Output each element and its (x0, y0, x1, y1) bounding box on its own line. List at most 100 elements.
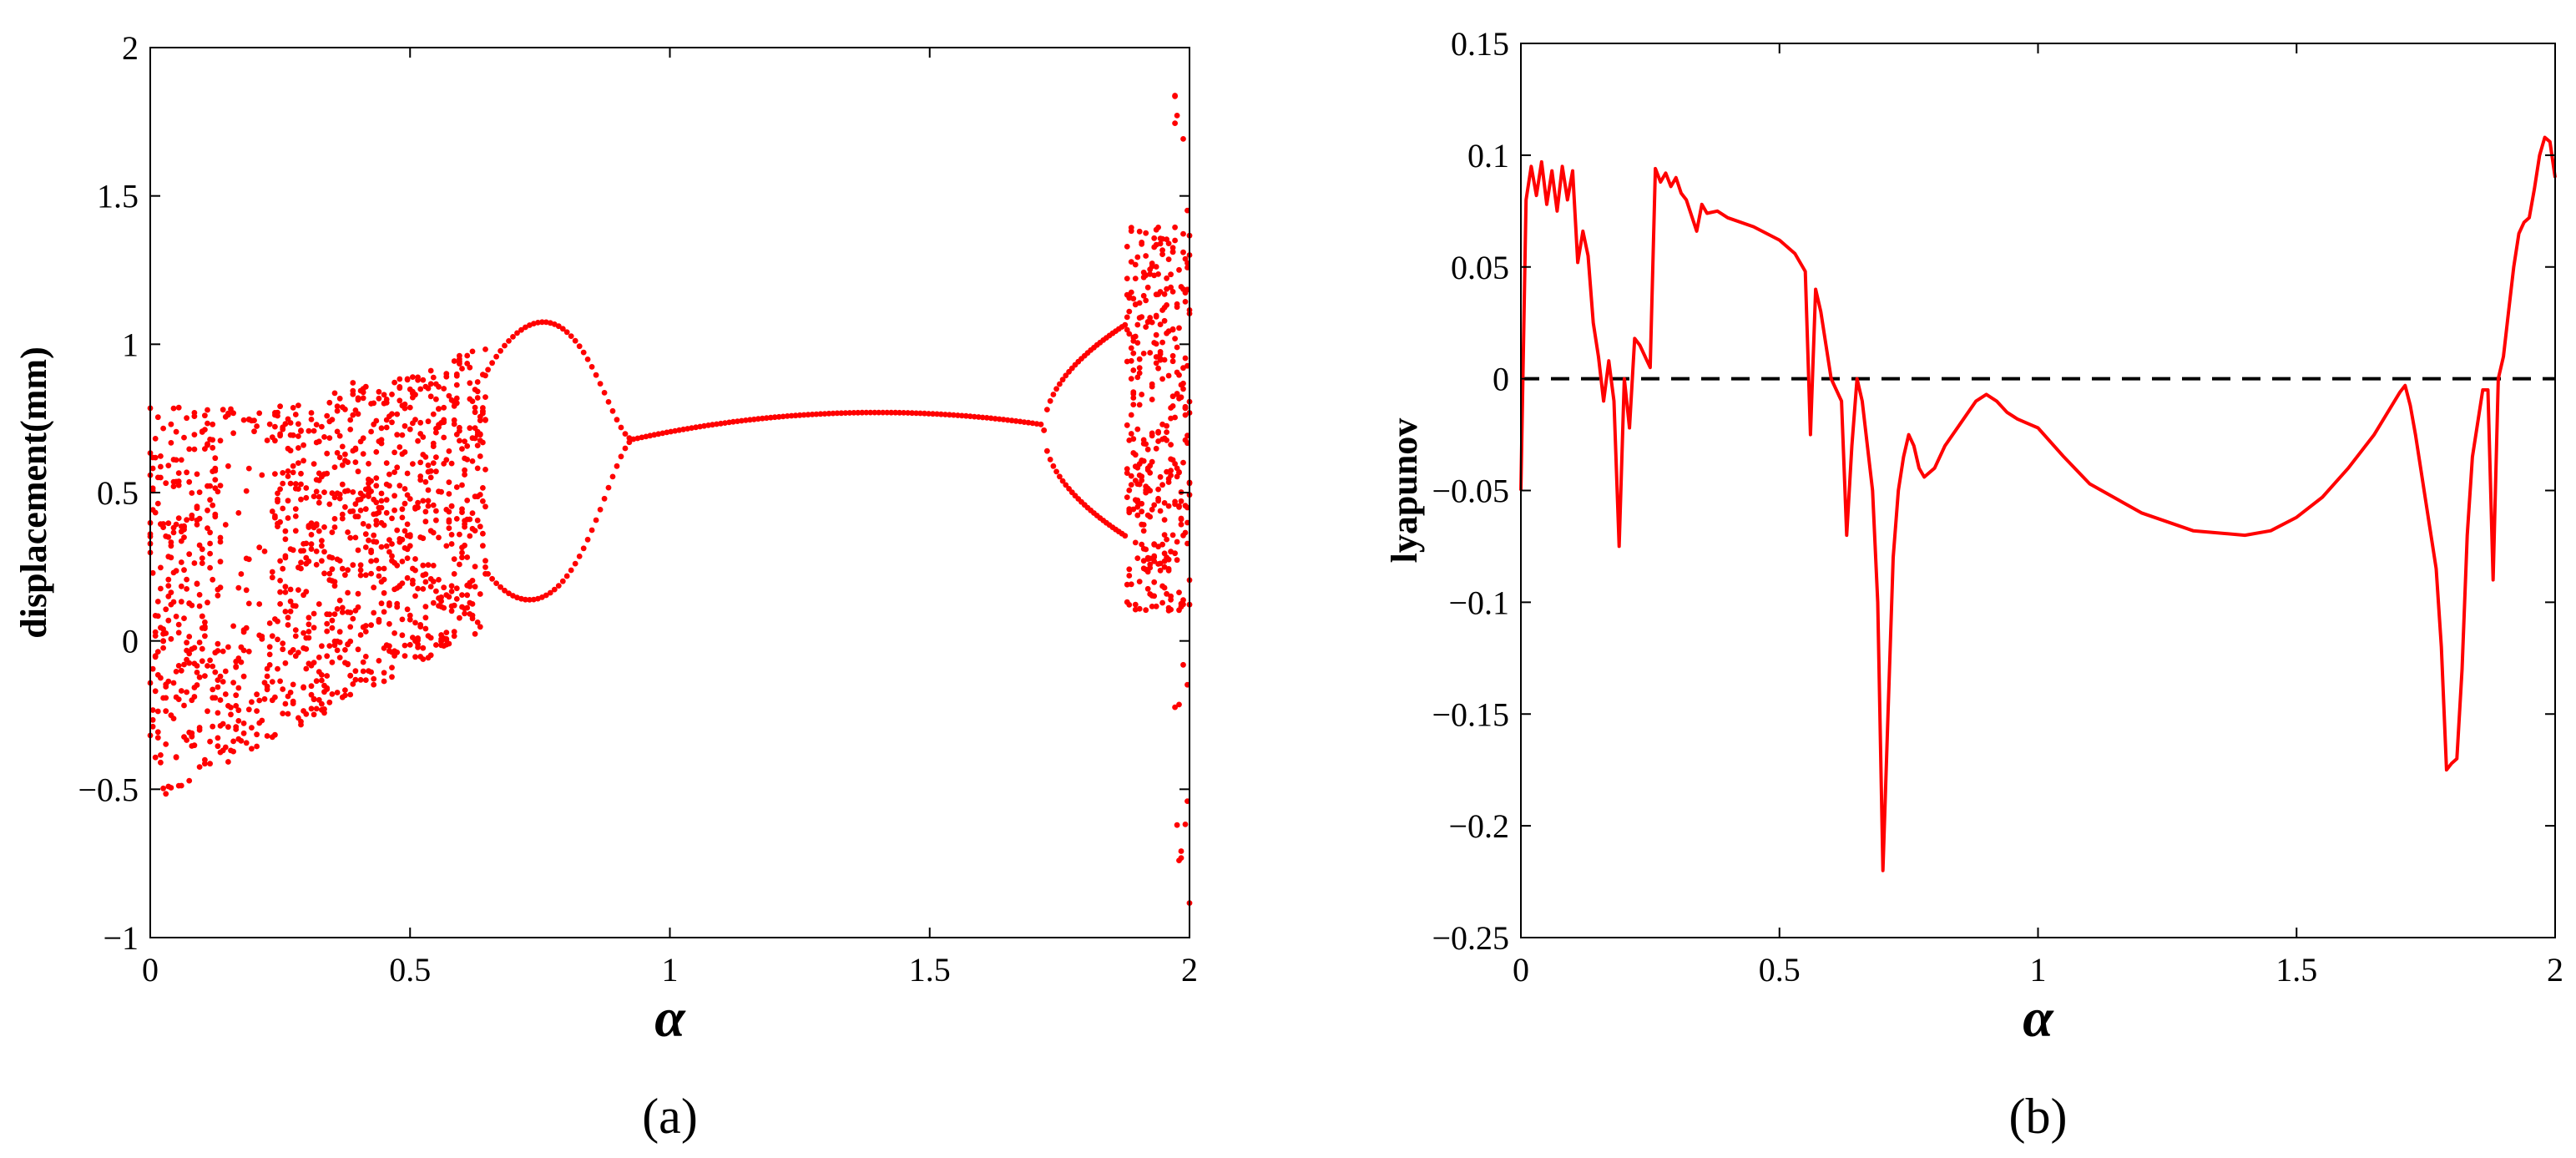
scatter-point (215, 592, 221, 599)
scatter-point (220, 648, 226, 655)
scatter-point (350, 380, 356, 386)
scatter-point (1172, 704, 1178, 710)
y-tick-label: 1 (122, 326, 139, 363)
scatter-point (1144, 446, 1151, 453)
scatter-point (339, 609, 346, 615)
scatter-point (381, 609, 387, 615)
scatter-point (383, 399, 390, 406)
scatter-point (308, 691, 315, 698)
scatter-point (433, 508, 439, 514)
scatter-point (311, 427, 317, 434)
scatter-point (897, 409, 902, 416)
scatter-point (1155, 498, 1161, 504)
scatter-point (402, 449, 408, 455)
scatter-point (1130, 350, 1137, 357)
scatter-point (559, 326, 566, 332)
scatter-point (154, 729, 161, 736)
scatter-point (412, 593, 418, 599)
scatter-point (404, 555, 411, 561)
scatter-point (407, 641, 413, 648)
scatter-point (1159, 376, 1165, 382)
scatter-point (394, 464, 401, 471)
scatter-point (480, 543, 486, 549)
y-tick-label: 0.05 (1451, 249, 1509, 286)
scatter-point (1180, 136, 1186, 142)
x-tick-label: 2 (2547, 951, 2563, 989)
scatter-point (194, 522, 200, 528)
scatter-point (1169, 358, 1176, 365)
scatter-point (867, 409, 874, 416)
scatter-point (433, 517, 439, 523)
scatter-point (215, 743, 221, 750)
scatter-point (420, 586, 427, 592)
scatter-point (1164, 590, 1169, 597)
scatter-point (282, 609, 289, 614)
scatter-point (451, 629, 457, 635)
scatter-point (254, 731, 260, 738)
scatter-point (1180, 386, 1186, 392)
scatter-point (205, 420, 210, 427)
scatter-point (243, 488, 250, 494)
scatter-point (196, 603, 203, 609)
scatter-point (1140, 528, 1147, 534)
scatter-point (477, 591, 483, 597)
scatter-point (230, 748, 236, 755)
scatter-point (404, 470, 411, 477)
scatter-point (425, 498, 432, 504)
scatter-point (1168, 442, 1174, 448)
scatter-point (194, 471, 200, 478)
scatter-point (427, 381, 434, 387)
scatter-point (287, 598, 294, 604)
scatter-point (1180, 380, 1186, 387)
scatter-point (196, 592, 203, 598)
scatter-point (474, 465, 481, 472)
scatter-point (368, 570, 374, 577)
scatter-point (1182, 822, 1189, 827)
scatter-point (394, 604, 401, 610)
scatter-point (464, 604, 471, 611)
scatter-point (404, 606, 411, 613)
scatter-point (173, 428, 179, 435)
scatter-point (1161, 517, 1168, 523)
scatter-point (701, 422, 707, 429)
scatter-point (196, 542, 203, 549)
scatter-point (417, 622, 424, 628)
scatter-point (298, 496, 304, 503)
scatter-point (1041, 427, 1048, 433)
scatter-point (1143, 607, 1149, 614)
y-tick-label: 1.5 (97, 178, 139, 215)
y-tick-label: 0.5 (97, 474, 139, 512)
scatter-point (1124, 494, 1130, 500)
scatter-point (308, 520, 315, 527)
scatter-point (205, 708, 210, 715)
scatter-point (523, 596, 528, 603)
scatter-point (199, 546, 205, 553)
scatter-point (163, 791, 169, 797)
scatter-point (472, 564, 478, 569)
scatter-point (298, 481, 304, 488)
scatter-point (298, 470, 304, 477)
scatter-point (975, 414, 982, 420)
scatter-point (225, 644, 231, 650)
scatter-point (251, 417, 257, 423)
scatter-point (347, 417, 354, 423)
scatter-point (339, 604, 346, 611)
scatter-point (1159, 339, 1165, 346)
scatter-point (404, 521, 411, 528)
scatter-point (1151, 593, 1158, 599)
scatter-point (482, 346, 488, 352)
scatter-point (175, 663, 182, 669)
scatter-point (285, 622, 291, 628)
scatter-point (422, 625, 429, 632)
scatter-point (430, 443, 437, 449)
scatter-point (389, 411, 395, 417)
scatter-point (170, 680, 177, 686)
scatter-point (295, 433, 301, 439)
scatter-point (386, 471, 392, 478)
scatter-point (1134, 321, 1141, 328)
scatter-point (1157, 508, 1164, 514)
scatter-point (1176, 266, 1182, 273)
scatter-point (295, 650, 301, 655)
scatter-point (217, 534, 224, 541)
scatter-point (259, 636, 265, 642)
